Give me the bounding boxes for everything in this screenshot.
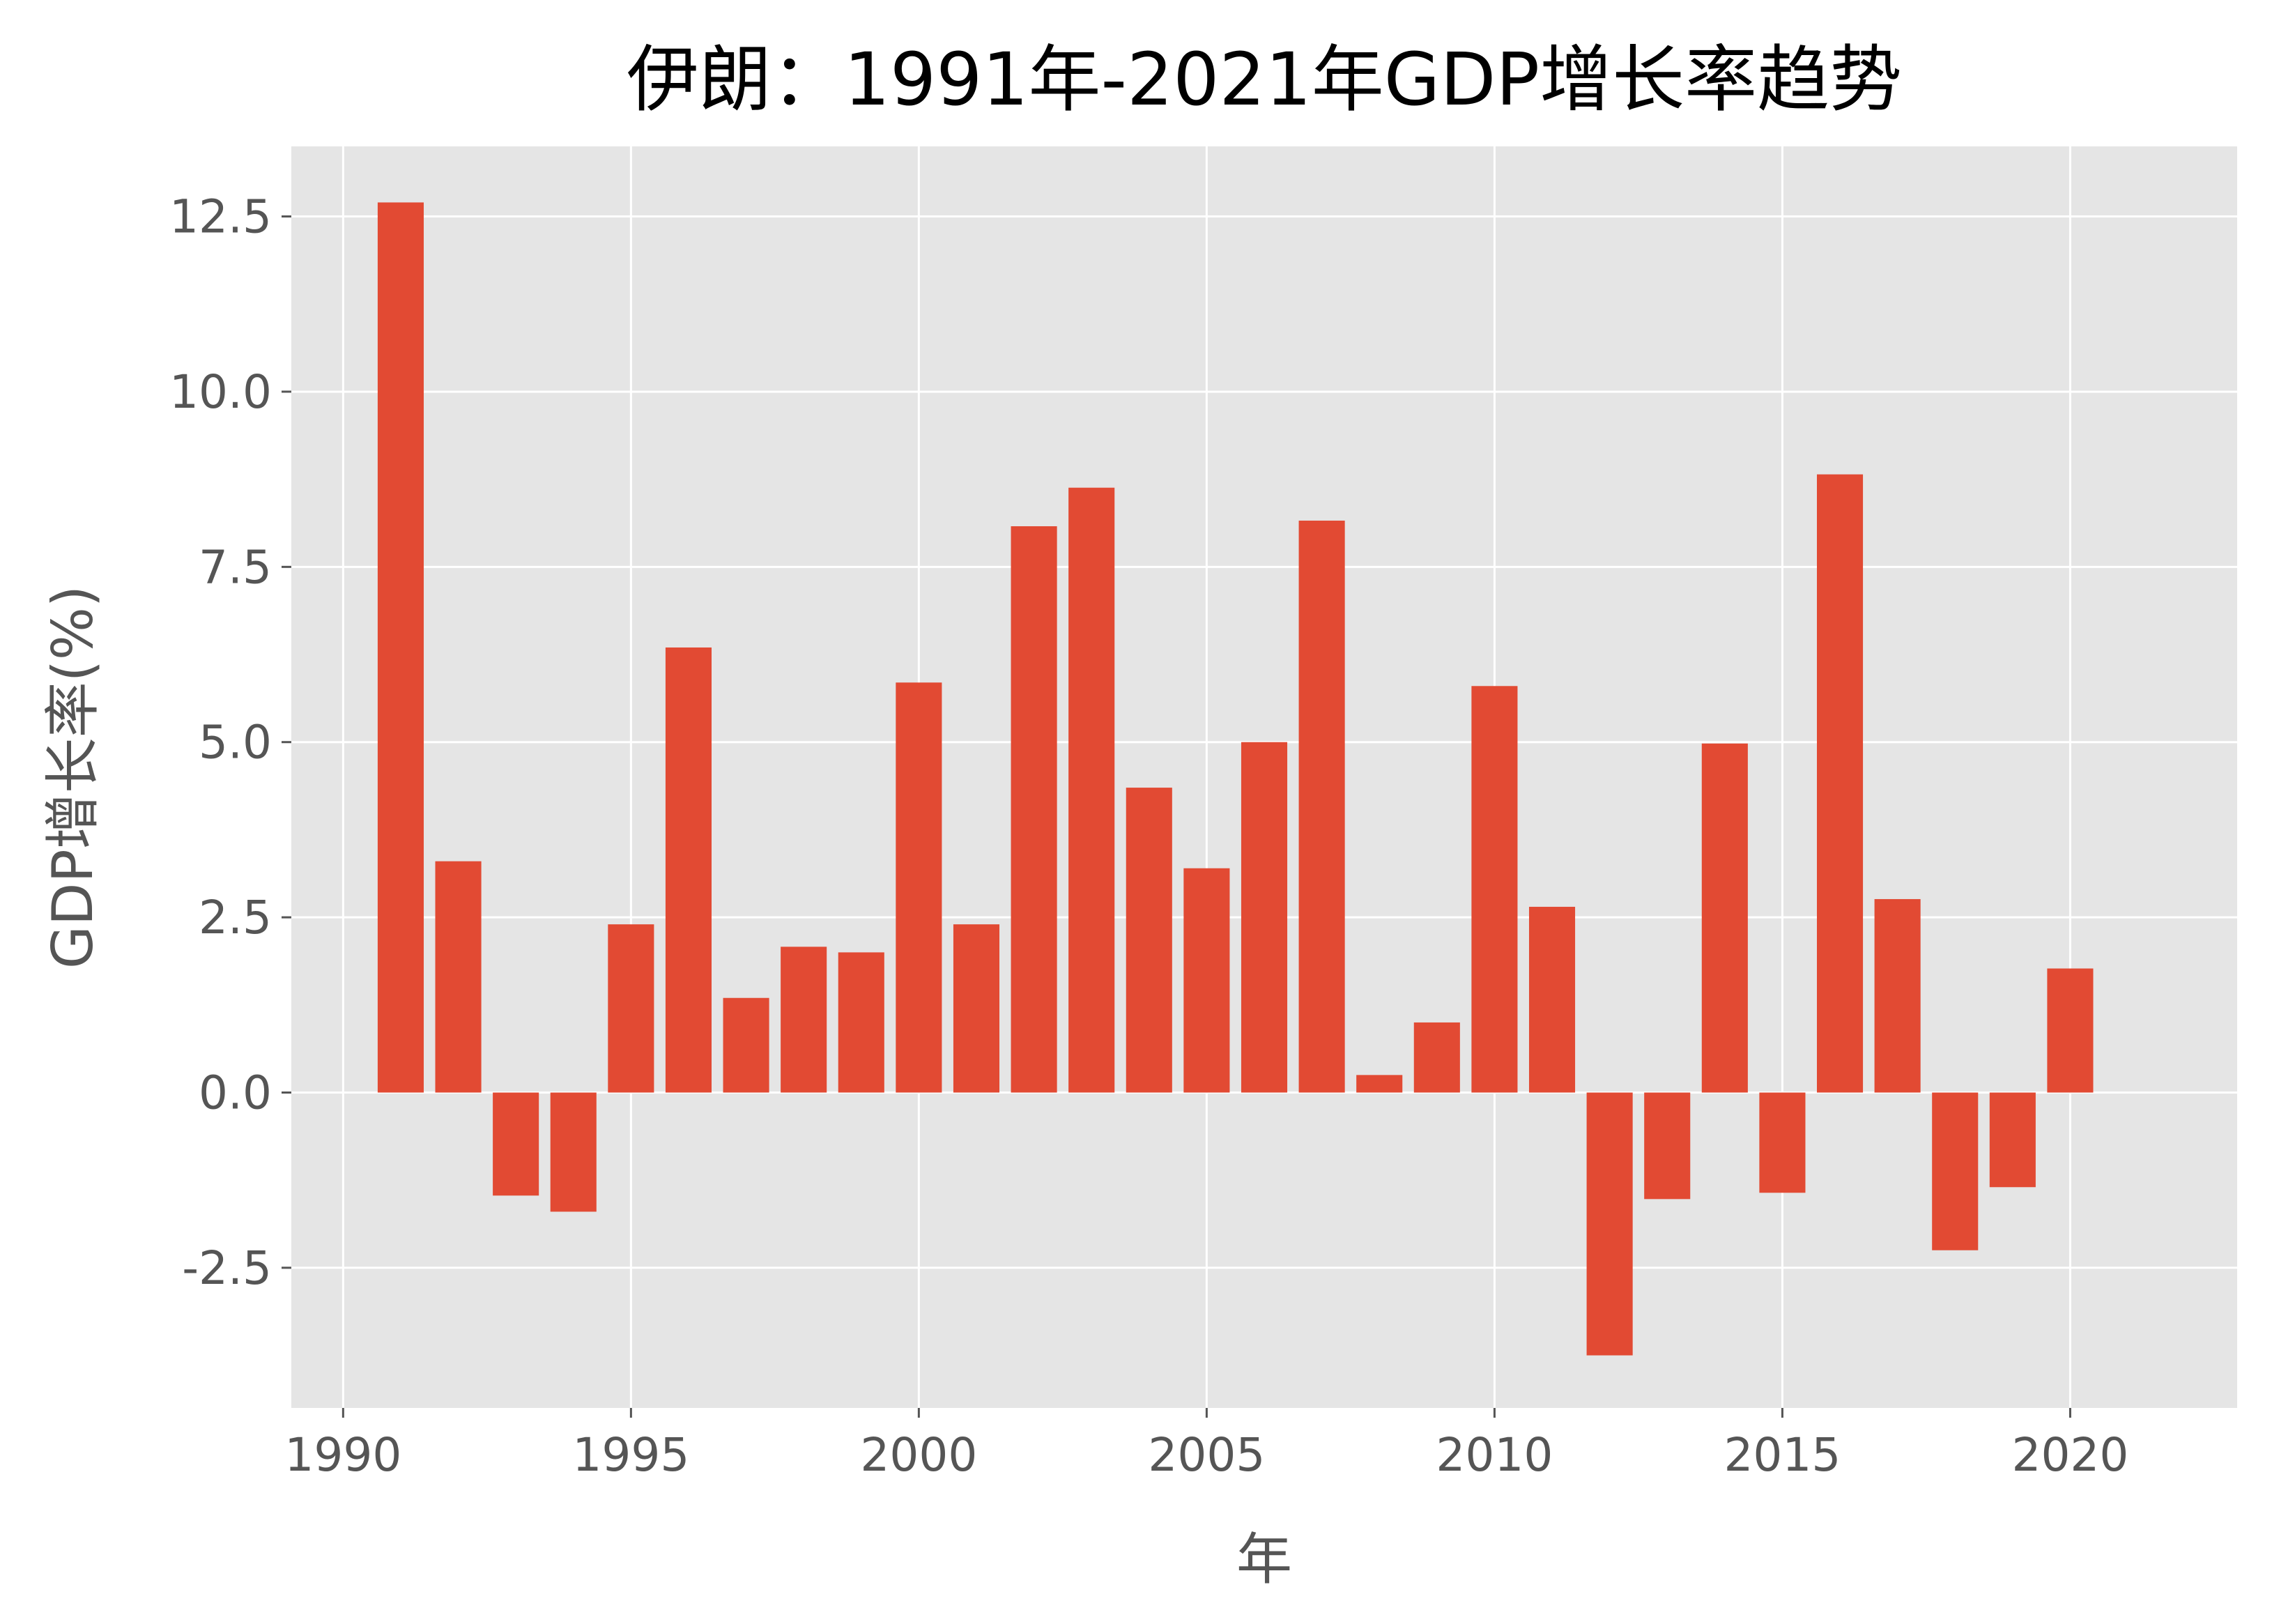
bar-2003 (1068, 487, 1115, 1093)
bar-2017 (1874, 898, 1921, 1093)
bar-1999 (838, 952, 884, 1093)
bar-2014 (1701, 743, 1748, 1093)
bar-2018 (1932, 1092, 1979, 1250)
x-tick-label: 2010 (1436, 1428, 1553, 1482)
bar-2019 (1989, 1092, 2036, 1188)
bar-2010 (1471, 686, 1518, 1093)
bar-2001 (953, 924, 1000, 1093)
bar-1992 (435, 861, 482, 1093)
y-axis-label: GDP增长率(%) (40, 585, 105, 969)
chart-title: 伊朗：1991年-2021年GDP增长率趋势 (627, 37, 1902, 122)
bar-2000 (896, 682, 942, 1093)
y-tick-label: -2.5 (182, 1241, 272, 1295)
bar-1991 (377, 202, 424, 1093)
bar-1993 (493, 1092, 539, 1196)
bar-2006 (1241, 742, 1288, 1093)
bar-2005 (1183, 868, 1230, 1093)
y-tick-label: 7.5 (199, 540, 272, 594)
bar-2012 (1586, 1092, 1633, 1356)
x-axis-label: 年 (1236, 1527, 1292, 1592)
x-axis: 1990 1995 2000 2005 2010 2015 2020 (284, 1408, 2128, 1482)
bar-1997 (723, 997, 769, 1093)
x-tick-label: 2020 (2011, 1428, 2128, 1482)
y-axis: -2.5 0.0 2.5 5.0 7.5 10.0 12.5 (169, 190, 291, 1295)
bar-2009 (1413, 1022, 1460, 1093)
bar-2013 (1644, 1092, 1691, 1200)
bar-1998 (781, 947, 827, 1093)
bar-1995 (608, 924, 654, 1093)
x-tick-label: 1990 (284, 1428, 401, 1482)
bar-1996 (665, 647, 712, 1093)
y-tick-label: 12.5 (169, 190, 272, 244)
bar-2007 (1298, 520, 1345, 1093)
bar-2020 (2047, 968, 2094, 1093)
y-tick-label: 2.5 (199, 891, 272, 944)
x-tick-label: 2015 (1724, 1428, 1841, 1482)
bar-1994 (550, 1092, 597, 1212)
x-tick-label: 2005 (1148, 1428, 1265, 1482)
x-tick-label: 2000 (860, 1428, 977, 1482)
bar-2008 (1356, 1075, 1403, 1093)
bar-2011 (1528, 907, 1576, 1093)
y-tick-label: 0.0 (199, 1066, 272, 1120)
bar-2015 (1759, 1092, 1806, 1193)
bar-2002 (1011, 526, 1057, 1093)
x-tick-label: 1995 (572, 1428, 689, 1482)
bar-series (377, 202, 2094, 1356)
bar-2004 (1126, 788, 1172, 1093)
bar-2016 (1816, 474, 1864, 1093)
y-tick-label: 10.0 (169, 365, 272, 419)
y-tick-label: 5.0 (199, 716, 272, 769)
